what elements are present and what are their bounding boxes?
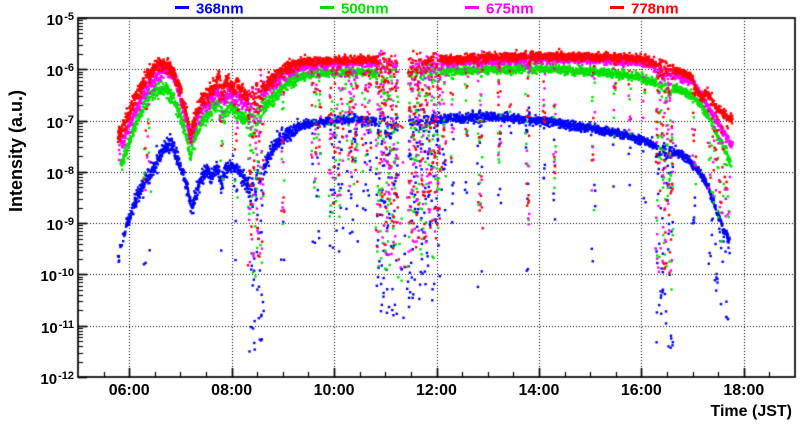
y-axis-title: Intensity (a.u.) bbox=[6, 89, 26, 212]
x-tick-label: 12:00 bbox=[416, 382, 457, 399]
legend-item-500nm: 500nm bbox=[320, 0, 389, 17]
legend-item-778nm: 778nm bbox=[610, 0, 679, 17]
legend-label: 778nm bbox=[631, 0, 679, 18]
y-tick-label: 10-6 bbox=[46, 62, 74, 81]
x-axis-title: Time (JST) bbox=[710, 403, 793, 420]
legend-item-675nm: 675nm bbox=[465, 0, 534, 17]
legend-label: 675nm bbox=[486, 0, 534, 18]
legend-marker-368nm bbox=[175, 6, 189, 10]
y-tick-label: 10-10 bbox=[40, 267, 74, 286]
x-tick-label: 14:00 bbox=[518, 382, 560, 399]
legend-item-368nm: 368nm bbox=[175, 0, 244, 17]
legend-label: 368nm bbox=[196, 0, 244, 18]
y-tick-label: 10-7 bbox=[46, 113, 74, 132]
y-tick-label: 10-8 bbox=[46, 164, 74, 183]
legend-marker-778nm bbox=[610, 6, 624, 10]
x-tick-label: 08:00 bbox=[211, 382, 253, 399]
x-tick-label: 16:00 bbox=[620, 382, 662, 399]
x-tick-label: 06:00 bbox=[108, 382, 150, 399]
y-tick-label: 10-12 bbox=[40, 370, 74, 388]
y-tick-label: 10-11 bbox=[41, 318, 74, 337]
x-tick-label: 10:00 bbox=[313, 382, 355, 399]
legend-marker-675nm bbox=[465, 6, 479, 10]
legend-label: 500nm bbox=[341, 0, 389, 18]
legend-marker-500nm bbox=[320, 6, 334, 10]
y-tick-label: 10-9 bbox=[46, 216, 74, 235]
y-tick-label: 10-5 bbox=[46, 11, 74, 29]
x-tick-label: 18:00 bbox=[723, 382, 765, 399]
legend: 368nm 500nm 675nm 778nm bbox=[0, 0, 800, 17]
